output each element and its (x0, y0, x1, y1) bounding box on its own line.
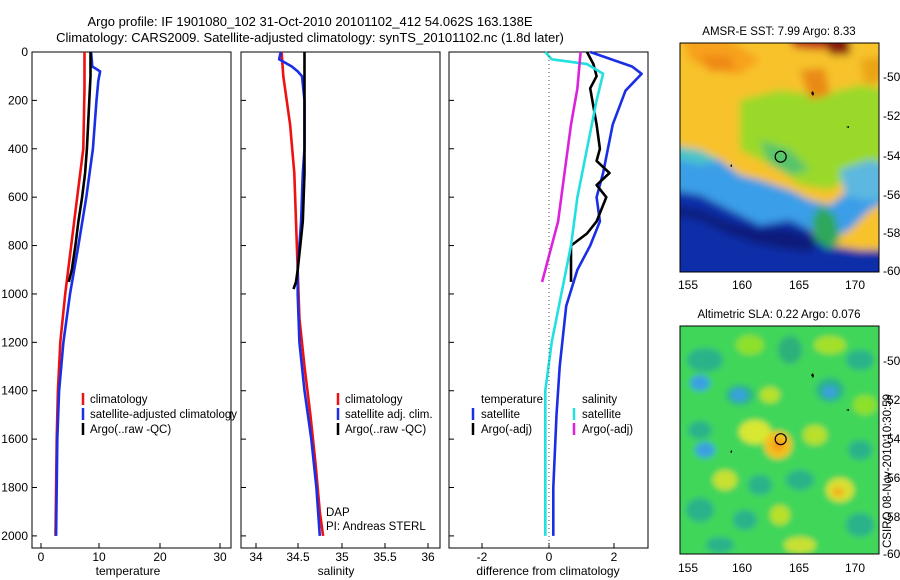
sst-ytick-1: -52 (883, 109, 900, 123)
sla-ytick-1: -52 (883, 393, 900, 407)
depth-tick-label-2: 400 (8, 142, 28, 156)
sal-legend-argo: Argo(..raw -QC) (345, 424, 426, 436)
depth-tick-label-1: 200 (8, 93, 28, 107)
temp-xtick-0: 0 (38, 550, 45, 564)
difference-profile-series-1 (569, 51, 611, 282)
sst-map-frame (679, 42, 880, 273)
temp-legend-climatology: climatology (90, 394, 148, 406)
depth-tick-label-6: 1200 (1, 335, 28, 349)
temperature-panel-frame (31, 51, 232, 549)
csiro-credit: CSIRO 08-Nov-2010 10:30:59 (882, 394, 894, 548)
diff-legend-sal-satellite: satellite (582, 409, 621, 421)
diff-legend-temp-argo: Argo(-adj) (481, 424, 532, 436)
sla-ytick-0: -50 (883, 354, 900, 368)
depth-tick-label-9: 1800 (1, 481, 28, 495)
sla-xtick-2: 165 (789, 561, 809, 575)
depth-tick-label-0: 0 (21, 45, 28, 59)
difference-legend: temperature satellite Argo(-adj) salinit… (471, 394, 633, 436)
profile-plots (54, 50, 643, 537)
temp-xtick-1: 10 (92, 550, 106, 564)
sst-ytick-3: -56 (883, 188, 900, 202)
diff-legend-temp-title: temperature (481, 394, 543, 406)
sal-legend-satellite: satellite adj. clim. (345, 409, 433, 421)
sal-legend-climatology: climatology (345, 394, 403, 406)
sal-xlabel: salinity (318, 564, 355, 578)
difference-profile-series-2 (543, 51, 605, 536)
sal-xtick-0: 34 (249, 550, 263, 564)
header-subtitle: Climatology: CARS2009. Satellite-adjuste… (56, 30, 564, 45)
temperature-profile-series-1 (54, 51, 102, 536)
sla-ytick-3: -56 (883, 471, 900, 485)
depth-tick-label-8: 1600 (1, 432, 28, 446)
sst-xtick-2: 165 (789, 278, 809, 292)
sal-xtick-1: 34.5 (286, 550, 310, 564)
sla-xtick-0: 155 (678, 561, 698, 575)
sla-map-title: Altimetric SLA: 0.22 Argo: 0.076 (697, 309, 860, 321)
difference-profile-series-0 (551, 50, 643, 536)
diff-xtick-2: 2 (611, 550, 618, 564)
dap-label: DAP (326, 507, 350, 519)
depth-tick-label-5: 1000 (1, 287, 28, 301)
pi-label: PI: Andreas STERL (326, 521, 426, 533)
sal-xtick-3: 35.5 (373, 550, 397, 564)
depth-tick-label-7: 1400 (1, 384, 28, 398)
sst-map-title: AMSR-E SST: 7.99 Argo: 8.33 (702, 26, 855, 38)
temp-xlabel: temperature (96, 564, 161, 578)
temp-xtick-2: 20 (153, 550, 167, 564)
diff-legend-sal-argo: Argo(-adj) (582, 424, 633, 436)
depth-tick-label-10: 2000 (1, 529, 28, 543)
sst-argo-location-marker (774, 150, 787, 163)
sst-ytick-5: -60 (883, 264, 900, 278)
depth-axis: 0 200 400 600 800 1000 1200 1400 1600 1800 2000 (1, 45, 454, 543)
temp-xtick-3: 30 (213, 550, 227, 564)
diff-xlabel: difference from climatology (476, 564, 619, 578)
sst-ytick-2: -54 (883, 149, 900, 163)
sla-ytick-2: -54 (883, 432, 900, 446)
depth-tick-label-4: 800 (8, 239, 28, 253)
sal-xtick-4: 36 (421, 550, 435, 564)
diff-xtick-0: -2 (477, 550, 488, 564)
temp-legend-argo: Argo(..raw -QC) (90, 424, 171, 436)
sla-map-frame (679, 325, 880, 555)
sla-ytick-5: -60 (883, 547, 900, 561)
sst-float-track-1 (811, 91, 814, 96)
sla-xtick-3: 170 (845, 561, 865, 575)
sst-float-track-2 (846, 126, 849, 128)
sla-argo-location-marker (774, 433, 787, 446)
salinity-panel-frame (240, 51, 441, 549)
diff-xtick-1: 0 (546, 550, 553, 564)
header-title: Argo profile: IF 1901080_102 31-Oct-2010… (88, 14, 533, 29)
sla-float-track-3 (730, 450, 732, 453)
sst-ytick-0: -50 (883, 70, 900, 84)
sla-ytick-4: -58 (883, 510, 900, 524)
diff-legend-sal-title: salinity (582, 394, 617, 406)
sal-xtick-2: 35 (335, 550, 349, 564)
salinity-profile-series-2 (292, 52, 306, 290)
temp-legend-satellite: satellite-adjusted climatology (90, 409, 237, 421)
sst-xtick-1: 160 (732, 278, 752, 292)
sla-float-track-2 (846, 409, 849, 411)
sla-float-track-1 (811, 373, 814, 378)
sst-ytick-4: -58 (883, 226, 900, 240)
sst-map-image (680, 43, 879, 272)
diff-legend-temp-satellite: satellite (481, 409, 520, 421)
sst-xtick-3: 170 (845, 278, 865, 292)
salinity-legend: climatology satellite adj. clim. Argo(..… (336, 393, 433, 436)
sla-xtick-1: 160 (732, 561, 752, 575)
temperature-legend: climatology satellite-adjusted climatolo… (81, 393, 237, 436)
depth-tick-label-3: 600 (8, 190, 28, 204)
sst-map-axes: 155 160 165 170 -50 -52 -54 -56 -58 -60 (678, 70, 900, 292)
difference-profile-series-3 (540, 51, 582, 283)
salinity-profile-series-1 (277, 51, 322, 536)
sla-map-axes: 155 160 165 170 -50 -52 -54 -56 -58 -60 (678, 354, 900, 575)
temperature-profile-series-2 (67, 52, 92, 283)
sst-xtick-0: 155 (678, 278, 698, 292)
sst-float-track-3 (730, 164, 732, 167)
sla-map-image (680, 326, 879, 554)
